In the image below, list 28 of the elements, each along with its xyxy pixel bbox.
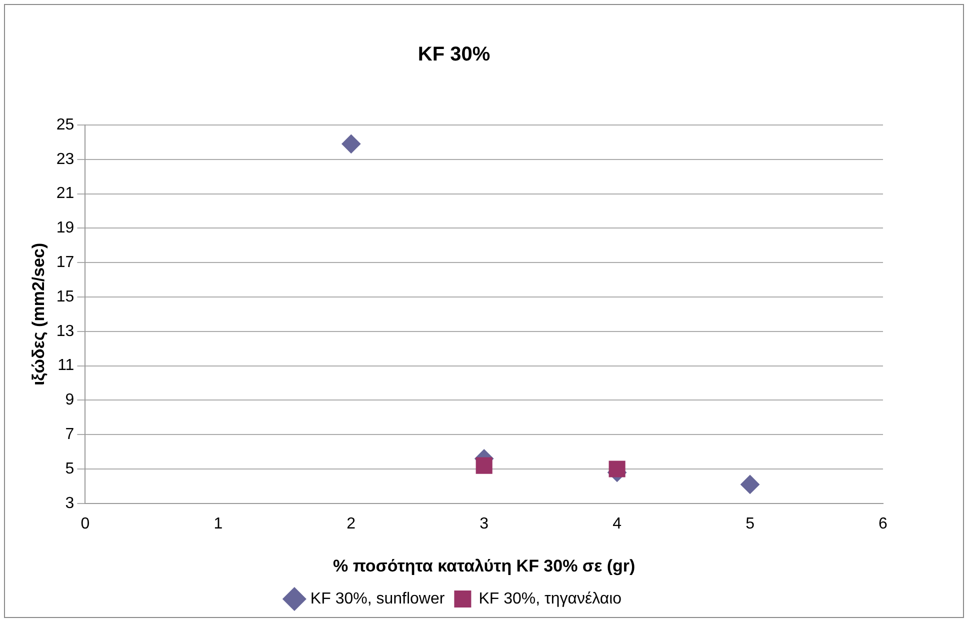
y-tick-label: 11 [58, 357, 74, 374]
y-axis-title: ιξώδες (mm2/sec) [28, 242, 48, 386]
y-tick-label: 19 [56, 220, 74, 237]
y-tick-label: 7 [65, 426, 74, 444]
y-tick-label: 23 [56, 150, 74, 168]
x-tick-label: 0 [80, 515, 90, 532]
x-tick-label: 1 [214, 515, 223, 532]
y-tick-label: 25 [56, 116, 74, 134]
legend-label: KF 30%, sunflower [310, 590, 446, 608]
y-tick-label: 13 [56, 322, 74, 340]
x-tick-label: 6 [878, 515, 888, 532]
point [740, 474, 760, 494]
legend-label: KF 30%, τηγανέλαιο [478, 590, 622, 608]
point [476, 457, 492, 474]
y-tick-label: 15 [56, 288, 74, 306]
point [608, 460, 626, 478]
x-tick-label: 4 [612, 515, 622, 532]
y-tick-label: 21 [56, 185, 74, 202]
x-tick-label: 2 [346, 515, 356, 532]
chart-title: KF 30% [418, 44, 490, 66]
y-tick-label: 9 [65, 392, 74, 409]
y-tick-label: 3 [65, 494, 74, 512]
x-axis-title: % ποσότητα καταλύτη KF 30% σε (gr) [333, 556, 636, 576]
x-tick-label: 3 [480, 515, 489, 532]
y-tick-label: 5 [65, 460, 74, 478]
point [342, 134, 361, 154]
x-tick-label: 5 [746, 515, 755, 532]
y-tick-label: 17 [56, 254, 74, 272]
